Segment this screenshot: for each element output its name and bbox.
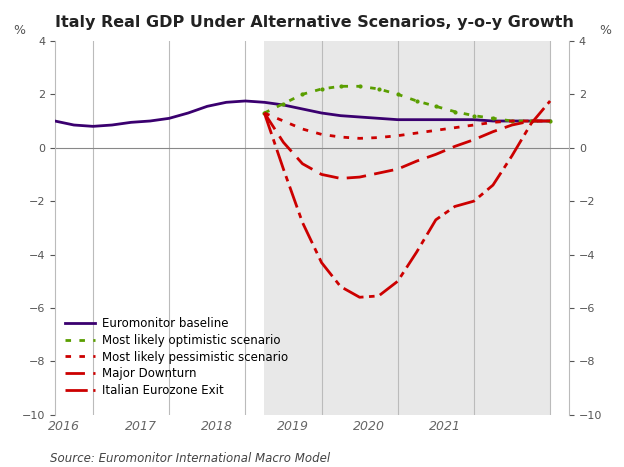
Text: Source: Euromonitor International Macro Model: Source: Euromonitor International Macro … bbox=[50, 452, 330, 465]
Legend: Euromonitor baseline, Most likely optimistic scenario, Most likely pessimistic s: Euromonitor baseline, Most likely optimi… bbox=[61, 313, 293, 401]
Bar bbox=[265, 41, 550, 415]
Text: Italy Real GDP Under Alternative Scenarios, y-o-y Growth: Italy Real GDP Under Alternative Scenari… bbox=[55, 15, 573, 30]
Text: %: % bbox=[599, 24, 611, 37]
Text: %: % bbox=[13, 24, 25, 37]
